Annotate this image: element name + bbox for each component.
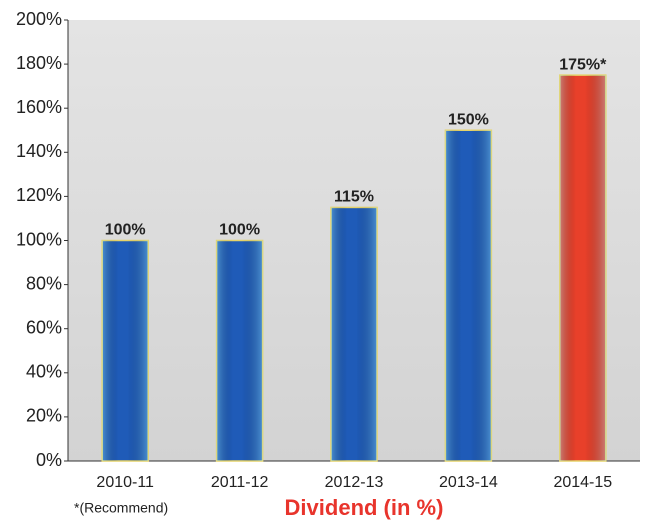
y-tick-label: 200% bbox=[16, 9, 62, 29]
value-label: 100% bbox=[219, 222, 260, 239]
y-tick-label: 160% bbox=[16, 97, 62, 117]
x-tick-label: 2014-15 bbox=[553, 474, 612, 491]
bar-shine bbox=[559, 75, 606, 461]
value-label: 175%* bbox=[559, 56, 607, 73]
y-tick-label: 80% bbox=[26, 273, 62, 293]
value-label: 100% bbox=[105, 222, 146, 239]
value-label: 150% bbox=[448, 111, 489, 128]
y-tick-label: 0% bbox=[36, 450, 62, 470]
bar-shine bbox=[331, 207, 377, 461]
y-tick-label: 120% bbox=[16, 185, 62, 205]
bar-shine bbox=[102, 240, 149, 461]
y-tick-label: 180% bbox=[16, 53, 62, 73]
bar-shine bbox=[216, 240, 263, 461]
y-tick-label: 140% bbox=[16, 141, 62, 161]
value-label: 115% bbox=[334, 189, 374, 206]
x-tick-label: 2013-14 bbox=[439, 474, 498, 491]
x-tick-label: 2010-11 bbox=[96, 474, 154, 491]
x-tick-label: 2011-12 bbox=[211, 474, 269, 491]
y-tick-label: 60% bbox=[26, 317, 62, 337]
bar-shine bbox=[445, 130, 492, 461]
y-tick-label: 40% bbox=[26, 362, 62, 382]
footnote: *(Recommend) bbox=[74, 500, 168, 516]
x-tick-label: 2012-13 bbox=[325, 474, 384, 491]
y-tick-label: 100% bbox=[16, 229, 62, 249]
y-tick-label: 20% bbox=[26, 406, 62, 426]
chart-title: Dividend (in %) bbox=[285, 495, 444, 520]
